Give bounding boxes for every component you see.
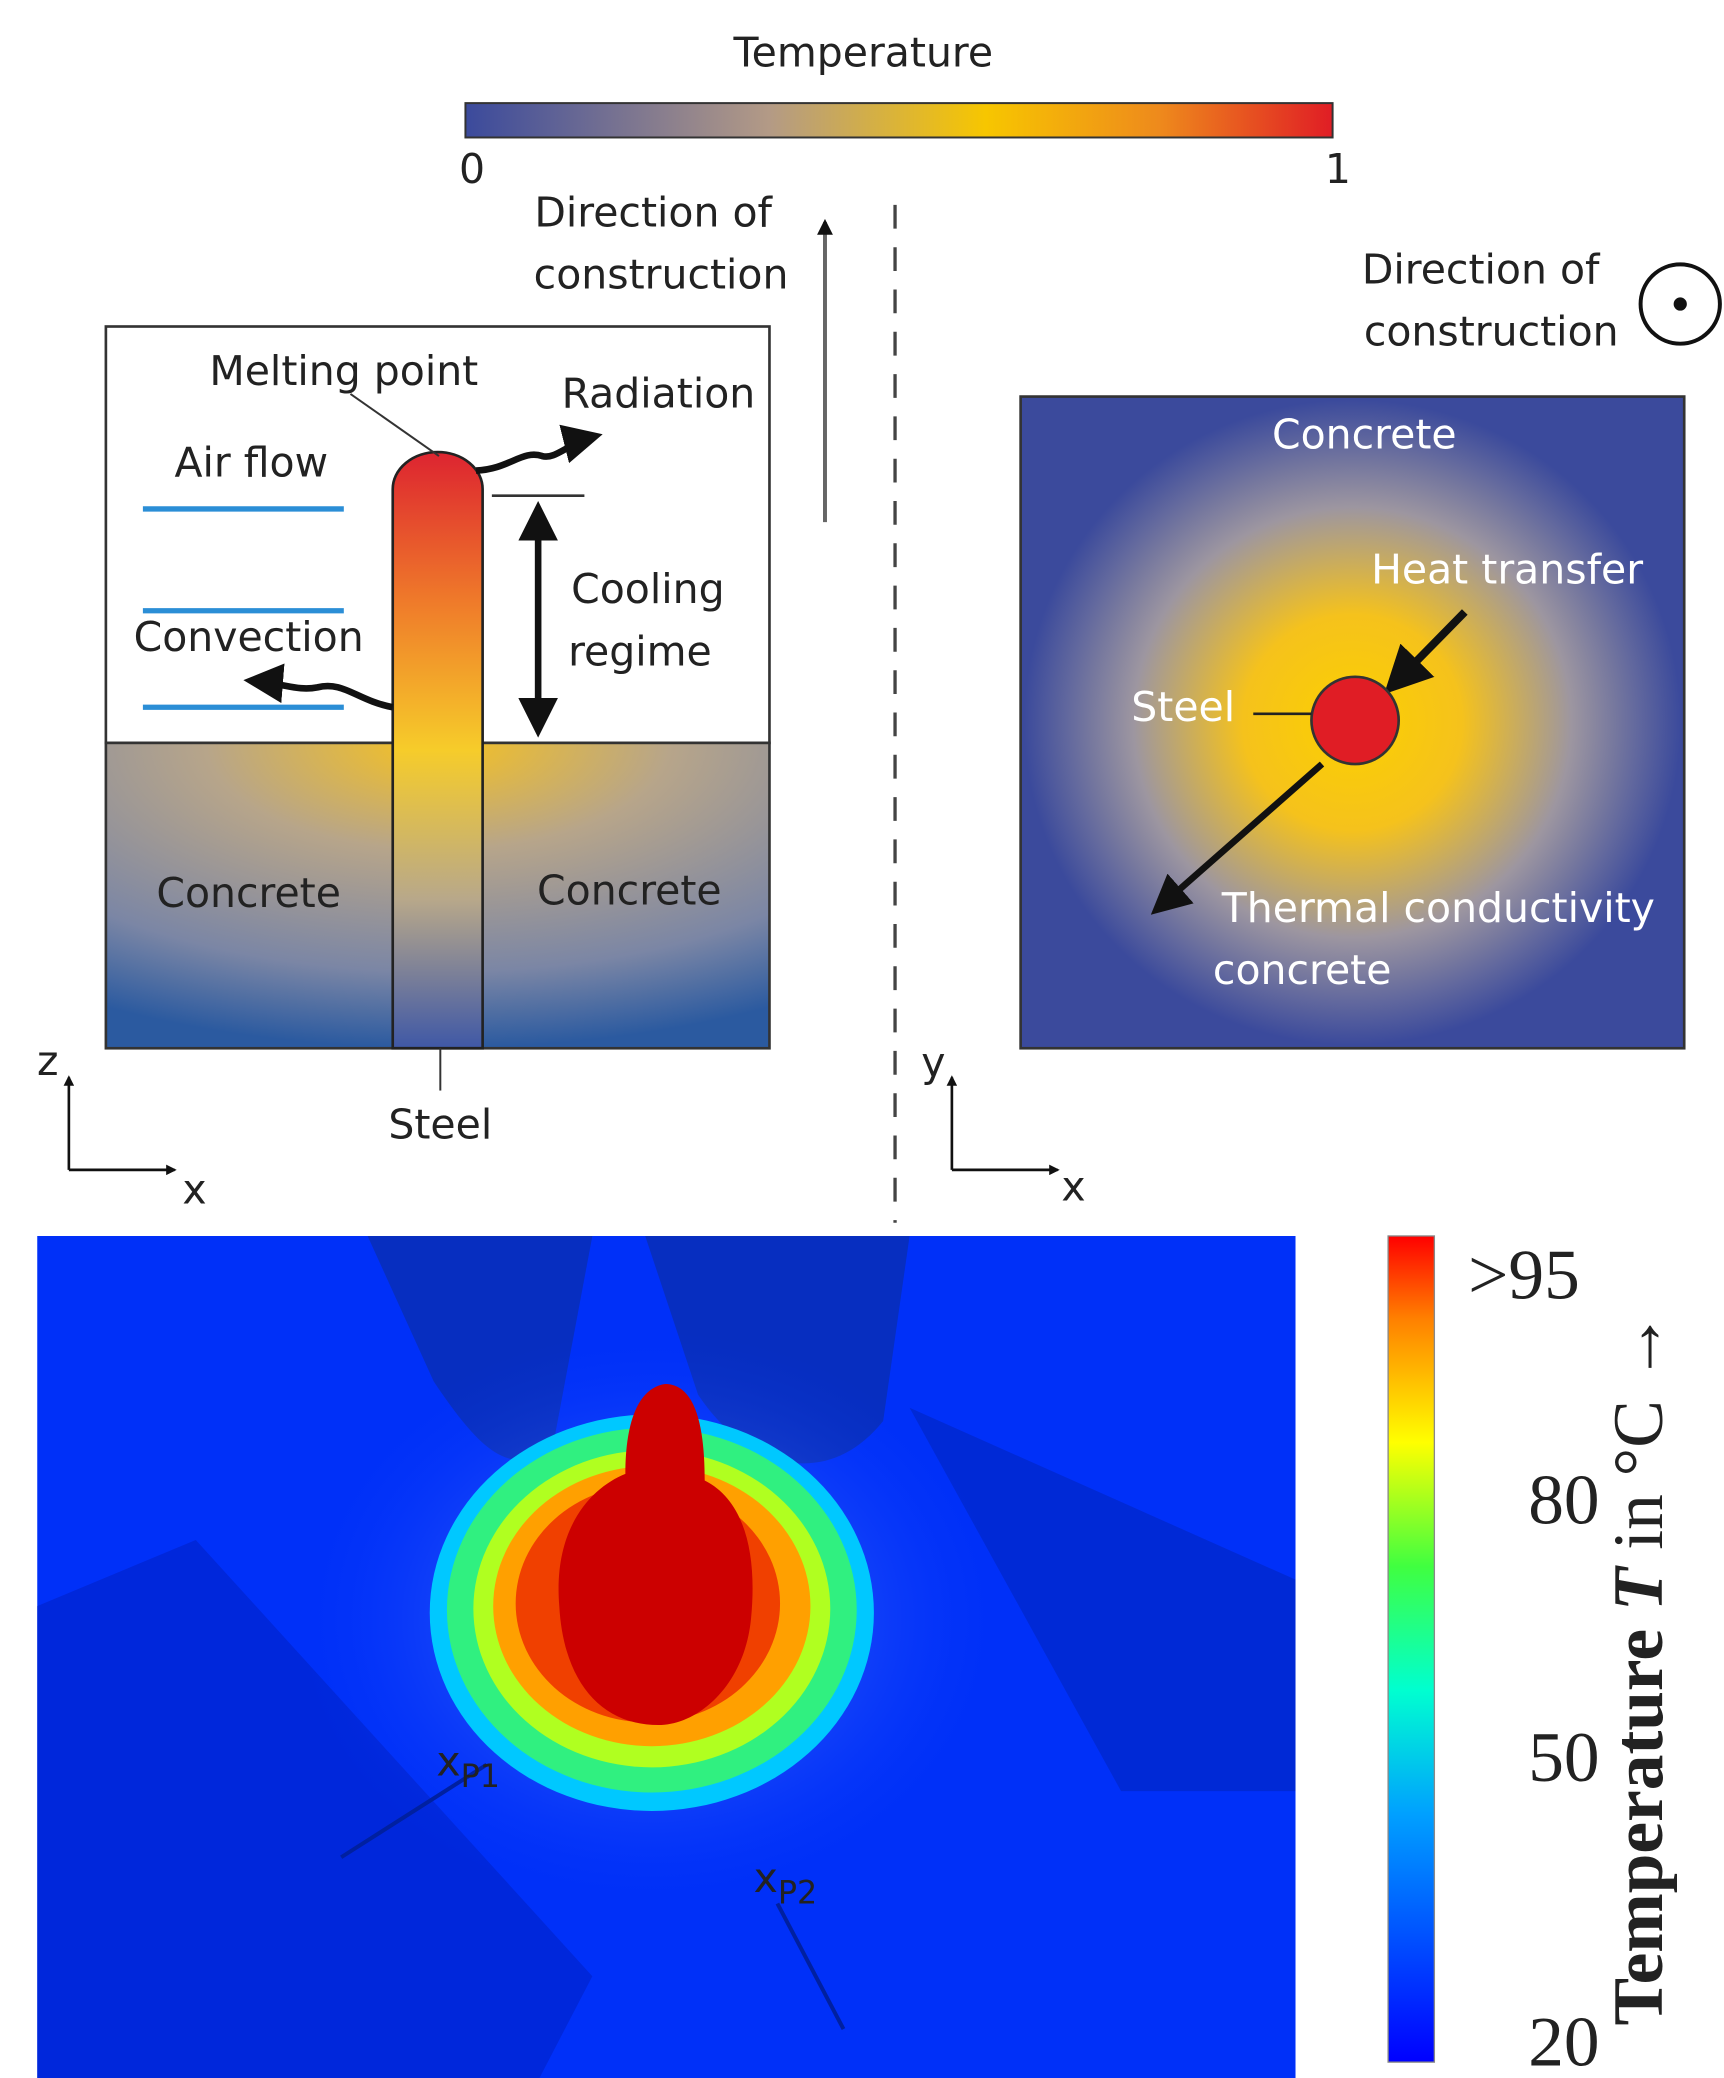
concrete-label: Concrete <box>156 869 341 917</box>
melting-point-label: Melting point <box>209 347 478 395</box>
colorbar-title: Temperature T in °C → <box>1599 1311 1678 2026</box>
convection-label: Convection <box>134 613 364 661</box>
axis-label: y <box>921 1038 945 1086</box>
colorbar-tick-label: 20 <box>1528 2002 1599 2078</box>
thermal-image <box>37 1236 1295 2078</box>
steel-section <box>1311 677 1398 764</box>
point-sub: P1 <box>461 1759 500 1795</box>
cooling-label: Cooling <box>571 565 724 613</box>
jet-colorbar <box>1388 1236 1434 2062</box>
steel-label: Steel <box>388 1101 492 1149</box>
cooling-label: regime <box>568 627 712 675</box>
point-sub: P2 <box>778 1875 817 1911</box>
conductivity-label: concrete <box>1213 946 1392 994</box>
direction-label: Direction of <box>534 188 773 236</box>
colorbar-max: 1 <box>1325 145 1351 193</box>
steel-label: Steel <box>1131 683 1235 731</box>
colorbar-tick-label: 50 <box>1528 1718 1599 1797</box>
title-part: T <box>1599 1565 1678 1611</box>
direction-label: construction <box>534 251 789 299</box>
colorbar-tick-label: 80 <box>1528 1460 1599 1539</box>
colorbar-title: Temperature <box>733 29 994 77</box>
steel-column <box>393 452 483 1048</box>
axis-label: z <box>37 1037 59 1085</box>
point-base: x <box>436 1738 460 1786</box>
title-part: Temperature <box>1599 1611 1678 2025</box>
point-base: x <box>754 1854 778 1902</box>
concrete-label: Concrete <box>1272 411 1457 459</box>
radiation-label: Radiation <box>562 370 756 418</box>
colorbar-min: 0 <box>459 145 485 193</box>
concrete-label: Concrete <box>537 867 722 915</box>
direction-label: construction <box>1364 307 1619 355</box>
axis-label: x <box>182 1165 206 1213</box>
conductivity-label: Thermal conductivity <box>1221 884 1655 932</box>
axis-label: x <box>1061 1163 1085 1211</box>
direction-label: Direction of <box>1362 245 1601 293</box>
title-part: in °C → <box>1599 1311 1678 1568</box>
colorbar-tick-label: >95 <box>1468 1236 1580 1315</box>
colorbar <box>465 103 1332 137</box>
figure: Temperature 0 1 Direction of constructio… <box>0 0 1724 2078</box>
page: Temperature 0 1 Direction of constructio… <box>0 0 1724 2078</box>
out-of-plane-dot <box>1674 297 1687 310</box>
heat-transfer-label: Heat transfer <box>1371 545 1643 593</box>
air-flow-label: Air flow <box>174 438 328 486</box>
